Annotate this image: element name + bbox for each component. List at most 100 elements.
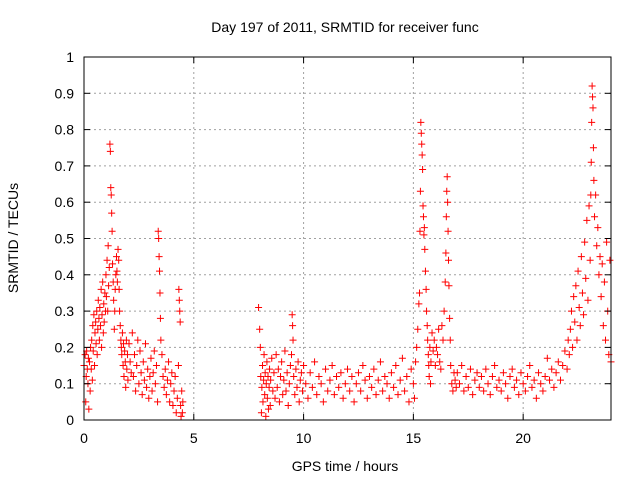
data-point (462, 372, 470, 380)
data-point (372, 391, 380, 399)
data-point (88, 336, 96, 344)
data-point (288, 351, 296, 359)
data-point (146, 372, 154, 380)
data-point (149, 369, 157, 377)
data-point (346, 387, 354, 395)
data-point (97, 285, 105, 293)
data-point (581, 238, 589, 246)
data-point (429, 347, 437, 355)
data-point (104, 307, 112, 315)
data-point (177, 401, 185, 409)
data-point (154, 398, 162, 406)
data-point (484, 380, 492, 388)
data-point (308, 383, 316, 391)
data-point (94, 325, 102, 333)
data-point (108, 209, 116, 217)
y-tick-label: 0.4 (55, 267, 75, 283)
data-point (427, 380, 435, 388)
data-point (495, 376, 503, 384)
data-point (260, 351, 268, 359)
data-point (569, 343, 577, 351)
data-point (99, 329, 107, 337)
data-point (174, 362, 182, 370)
y-tick-label: 0.5 (55, 231, 75, 247)
data-point (548, 365, 556, 373)
data-point (543, 354, 551, 362)
data-point (255, 303, 263, 311)
data-point (178, 409, 186, 417)
data-point (554, 358, 562, 366)
data-point (278, 358, 286, 366)
data-point (295, 398, 303, 406)
data-point (267, 376, 275, 384)
data-point (262, 380, 270, 388)
data-point (381, 372, 389, 380)
data-point (530, 376, 538, 384)
data-point (432, 343, 440, 351)
data-point (423, 307, 431, 315)
data-point (576, 322, 584, 330)
data-point (552, 369, 560, 377)
data-point (258, 383, 266, 391)
data-point (589, 104, 597, 112)
data-point (262, 412, 270, 420)
data-point (115, 256, 123, 264)
data-point (577, 253, 585, 261)
data-point (572, 282, 580, 290)
data-point (326, 376, 334, 384)
data-point (177, 412, 185, 420)
data-point (284, 401, 292, 409)
data-point (376, 358, 384, 366)
data-point (260, 376, 268, 384)
data-point (482, 365, 490, 373)
data-point (387, 369, 395, 377)
data-point (344, 365, 351, 373)
grid-lines (84, 57, 611, 420)
data-point (110, 296, 118, 304)
data-point (166, 398, 174, 406)
data-point (85, 358, 93, 366)
data-point (294, 358, 302, 366)
data-point (434, 351, 442, 359)
data-point (339, 394, 347, 402)
data-point (592, 191, 600, 199)
data-point (170, 387, 178, 395)
data-point (420, 231, 428, 239)
data-point (414, 325, 422, 333)
data-point (286, 362, 294, 370)
data-point (131, 351, 139, 359)
data-point (328, 362, 336, 370)
data-point (89, 322, 97, 330)
data-point (265, 383, 273, 391)
data-point (264, 372, 272, 380)
data-point (89, 347, 97, 355)
data-point (570, 293, 578, 301)
data-point (133, 362, 141, 370)
data-point (510, 383, 518, 391)
data-point (98, 343, 106, 351)
data-point (421, 267, 429, 275)
data-point (112, 253, 120, 261)
data-point (438, 322, 446, 330)
y-axis-label: SRMTID / TECUs (5, 183, 21, 293)
data-point (491, 362, 499, 370)
data-point (423, 322, 431, 330)
data-point (85, 405, 93, 413)
data-point (394, 391, 402, 399)
data-point (449, 387, 457, 395)
y-tick-label: 0.9 (55, 85, 75, 101)
data-point (279, 391, 287, 399)
data-point (87, 365, 95, 373)
data-point (88, 376, 96, 384)
data-point (473, 369, 481, 377)
data-point (392, 362, 400, 370)
data-point (508, 365, 516, 373)
data-point (535, 369, 543, 377)
data-point (160, 383, 168, 391)
data-point (419, 202, 427, 210)
data-point (469, 391, 477, 399)
data-point (566, 325, 574, 333)
data-point (113, 278, 121, 286)
data-point (302, 380, 310, 388)
data-point (370, 365, 378, 373)
